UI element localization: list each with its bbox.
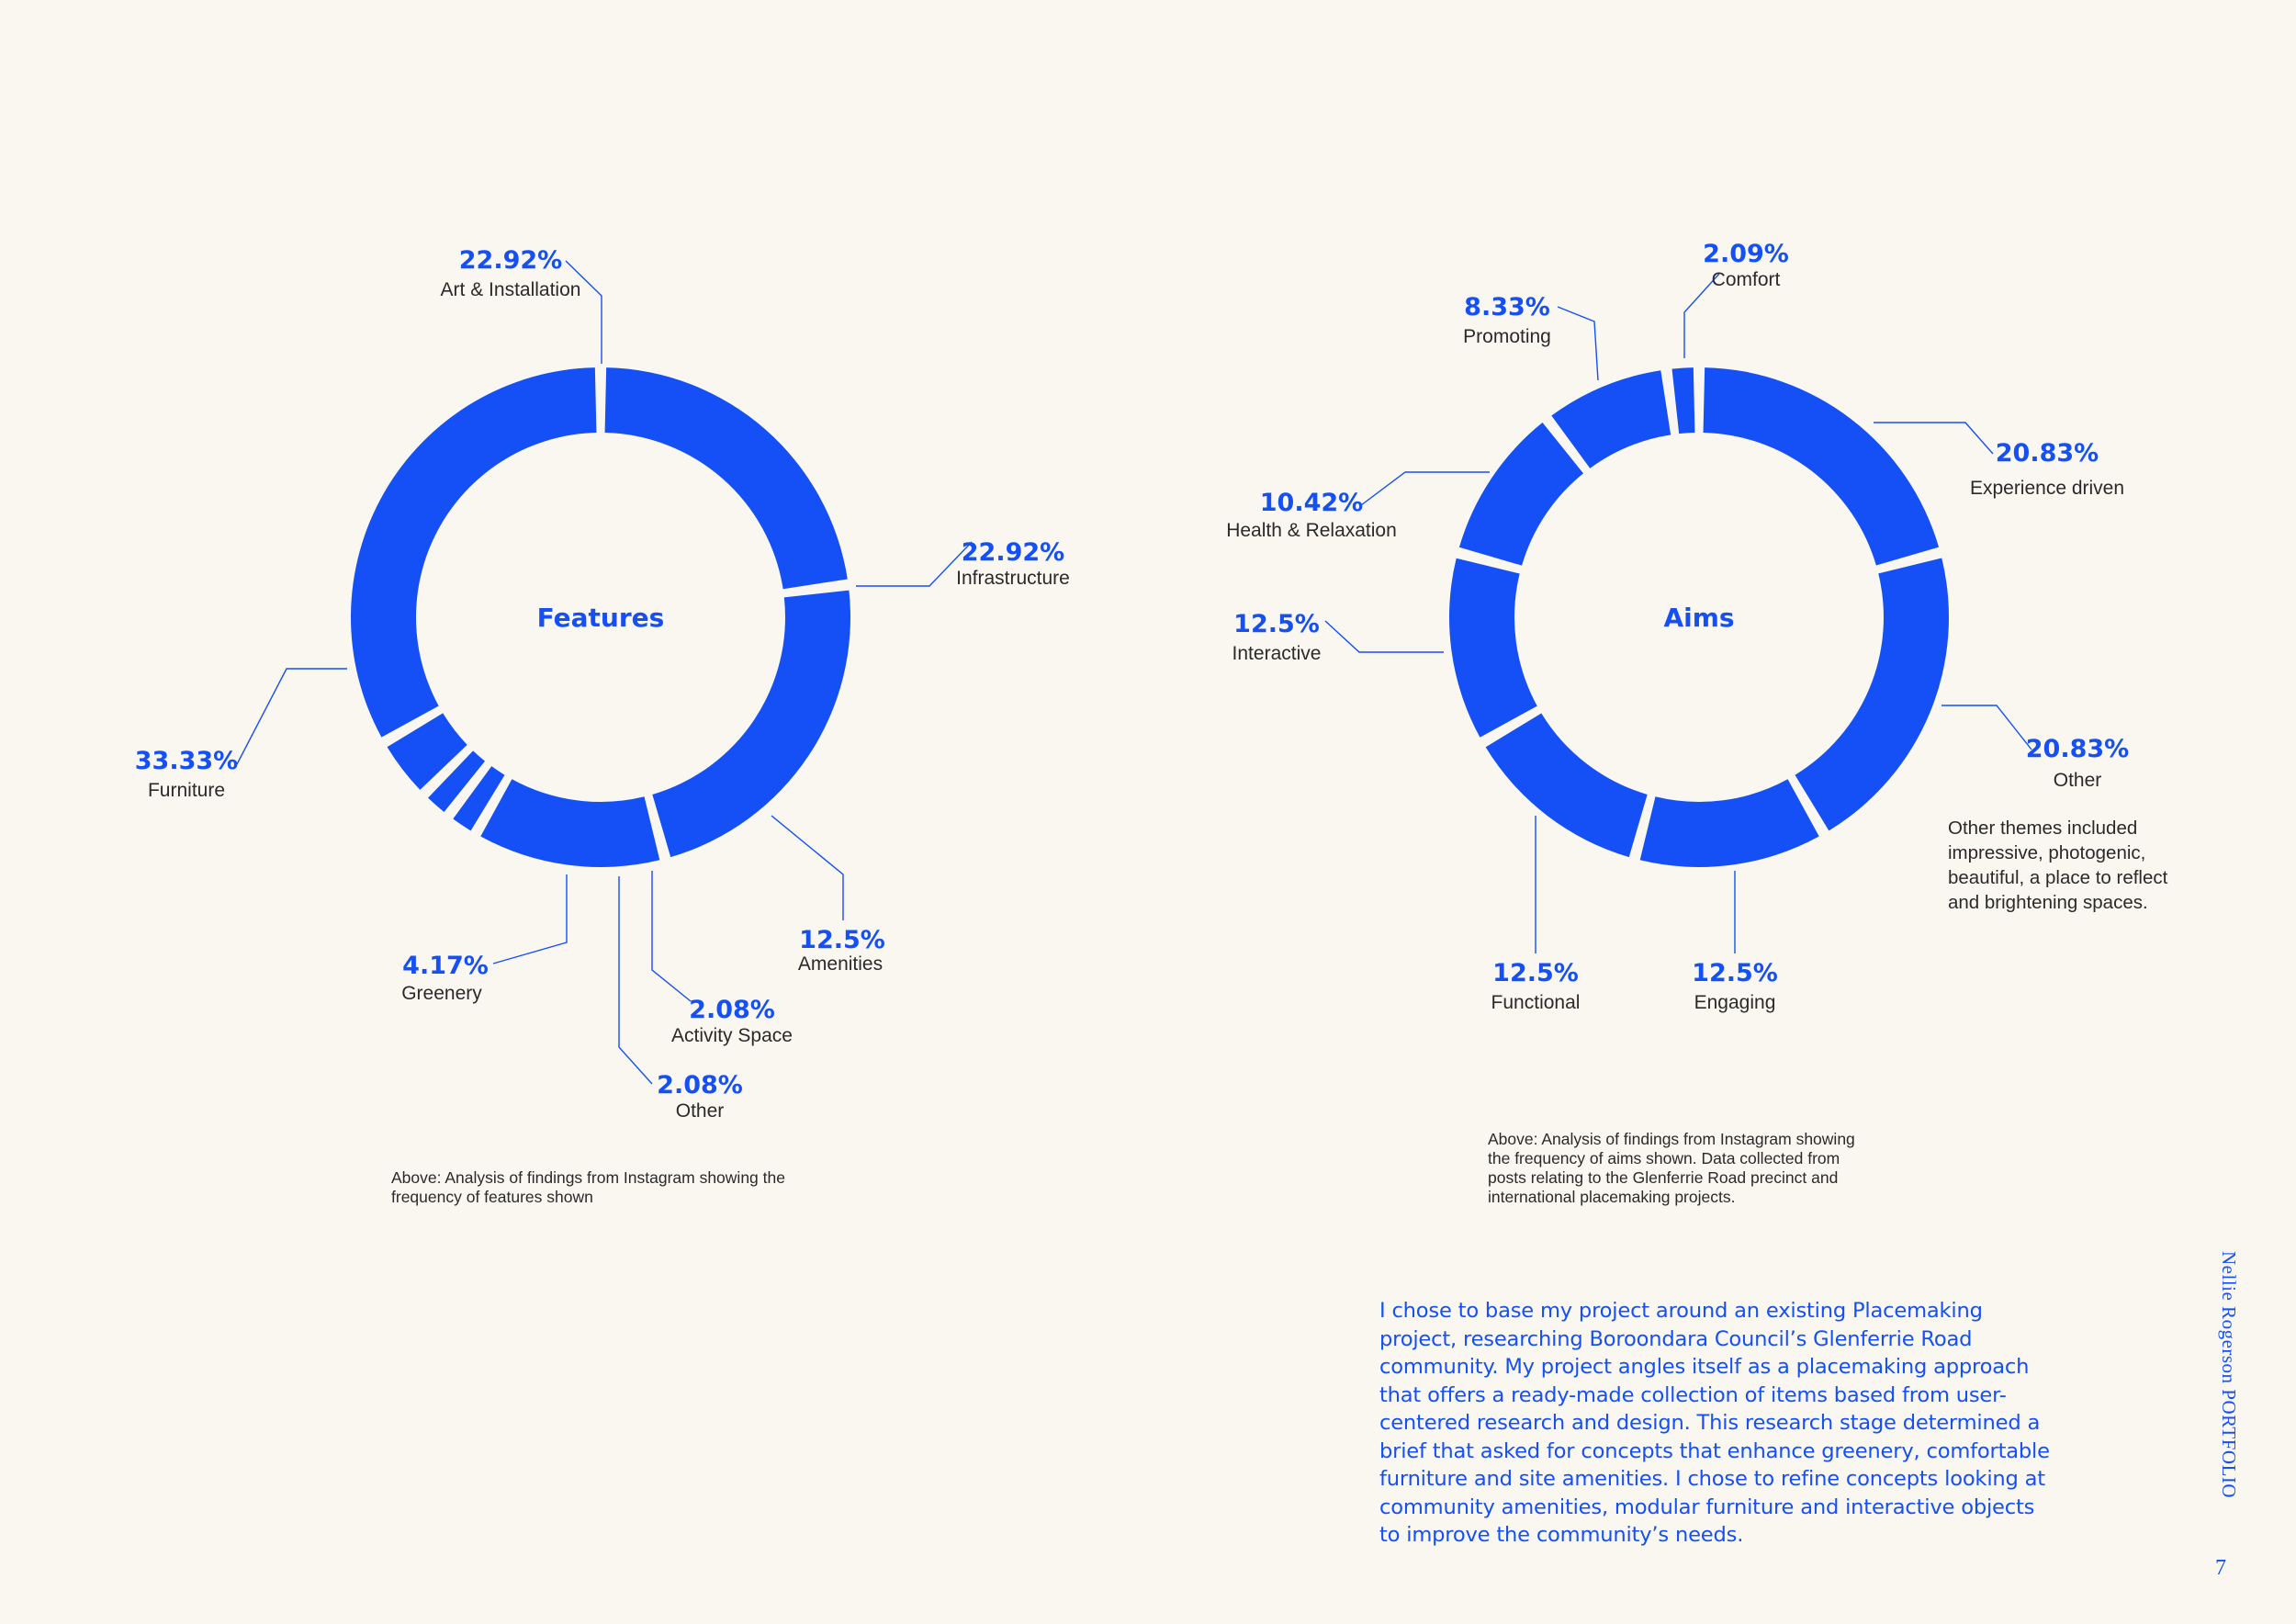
features-caption: Above: Analysis of findings from Instagr… [391,1168,814,1207]
leader-line-other [1941,705,2032,750]
category-label-functional: Functional [1491,992,1581,1013]
slice-health-and-relaxation [1458,423,1584,566]
category-label-health-and-relaxation: Health & Relaxation [1226,520,1397,541]
value-label-experience-driven: 20.83% [1996,439,2099,468]
caption-line: Above: Analysis of findings from Instagr… [391,1168,785,1187]
value-label-interactive: 12.5% [1233,610,1320,638]
slice-comfort [1671,367,1695,434]
leader-line-furniture [236,668,347,765]
slice-furniture [351,367,597,738]
value-label-comfort: 2.09% [1703,240,1789,268]
value-label-furniture: 33.33% [135,747,238,775]
category-label-engaging: Engaging [1694,992,1776,1013]
category-label-interactive: Interactive [1232,643,1322,664]
slice-greenery [387,713,467,790]
caption-line: the frequency of aims shown. Data collec… [1488,1149,1840,1167]
center-label: Aims [1663,603,1734,633]
leader-line-experience-driven [1874,422,1994,455]
category-label-experience-driven: Experience driven [1970,478,2124,499]
slice-infrastructure [652,590,850,858]
page-number: 7 [2215,1556,2226,1580]
value-label-promoting: 8.33% [1464,293,1550,321]
aims-caption: Above: Analysis of findings from Instagr… [1488,1130,1910,1207]
category-label-infrastructure: Infrastructure [956,568,1070,589]
note-line: beautiful, a place to reflect [1948,867,2168,888]
category-label-comfort: Comfort [1712,269,1781,290]
category-label-promoting: Promoting [1463,326,1551,347]
slice-art-and-installation [604,367,848,590]
value-label-functional: 12.5% [1492,959,1579,987]
category-label-other: Other [2054,770,2102,791]
slice-interactive [1449,558,1537,738]
slice-other [428,750,486,812]
leader-line-greenery [492,874,568,964]
value-label-other: 20.83% [2026,735,2129,763]
value-label-amenities: 12.5% [799,926,885,954]
leader-line-health-and-relaxation [1360,471,1490,506]
aims-donut-chart: 20.83% Experience driven 20.83% Other 12.5% E… [1226,240,2129,1013]
value-label-engaging: 12.5% [1692,959,1778,987]
caption-line: international placemaking projects. [1488,1188,1736,1206]
category-label-art-and-installation: Art & Installation [441,279,581,300]
category-label-activity-space: Activity Space [671,1025,793,1046]
note-line: Other themes included [1948,818,2138,839]
center-label: Features [537,603,665,633]
value-label-greenery: 4.17% [402,952,489,980]
slice-amenities [480,779,660,867]
slice-activity-space [453,766,505,831]
leader-line-infrastructure [856,541,973,587]
portfolio-side-label: Nellie Rogerson PORTFOLIO [2218,1251,2240,1499]
caption-line: posts relating to the Glenferrie Road pr… [1488,1168,1839,1187]
caption-line: Above: Analysis of findings from Instagr… [1488,1130,1855,1148]
caption-line: frequency of features shown [391,1188,593,1206]
leader-line-comfort [1683,273,1720,358]
category-label-other: Other [676,1100,725,1122]
note-line: impressive, photogenic, [1948,842,2146,863]
leader-line-interactive [1324,620,1444,653]
leader-line-promoting [1557,306,1599,381]
value-label-health-and-relaxation: 10.42% [1260,489,1363,517]
slice-engaging [1639,779,1819,868]
slice-experience-driven [1703,367,1940,566]
slice-functional [1485,713,1648,858]
features-donut-chart: 22.92%Art & Installation22.92%Infrastruc… [135,246,1070,1122]
slice-other [1795,558,1949,831]
project-description: I chose to base my project around an exi… [1379,1299,2050,1547]
leader-line-activity-space [651,871,692,1002]
value-label-other: 2.08% [657,1071,743,1100]
note-line: and brightening spaces. [1948,892,2148,913]
value-label-art-and-installation: 22.92% [459,246,562,275]
leader-line-amenities [771,815,844,920]
category-label-greenery: Greenery [401,983,482,1004]
value-label-activity-space: 2.08% [689,996,775,1024]
leader-line-other [618,876,653,1085]
category-label-amenities: Amenities [798,953,883,975]
aims-other-note: Other themes included impressive, photog… [1948,816,2187,915]
category-label-furniture: Furniture [148,780,225,801]
value-label-infrastructure: 22.92% [962,538,1064,567]
slice-promoting [1551,370,1671,468]
leader-line-art-and-installation [565,260,602,364]
